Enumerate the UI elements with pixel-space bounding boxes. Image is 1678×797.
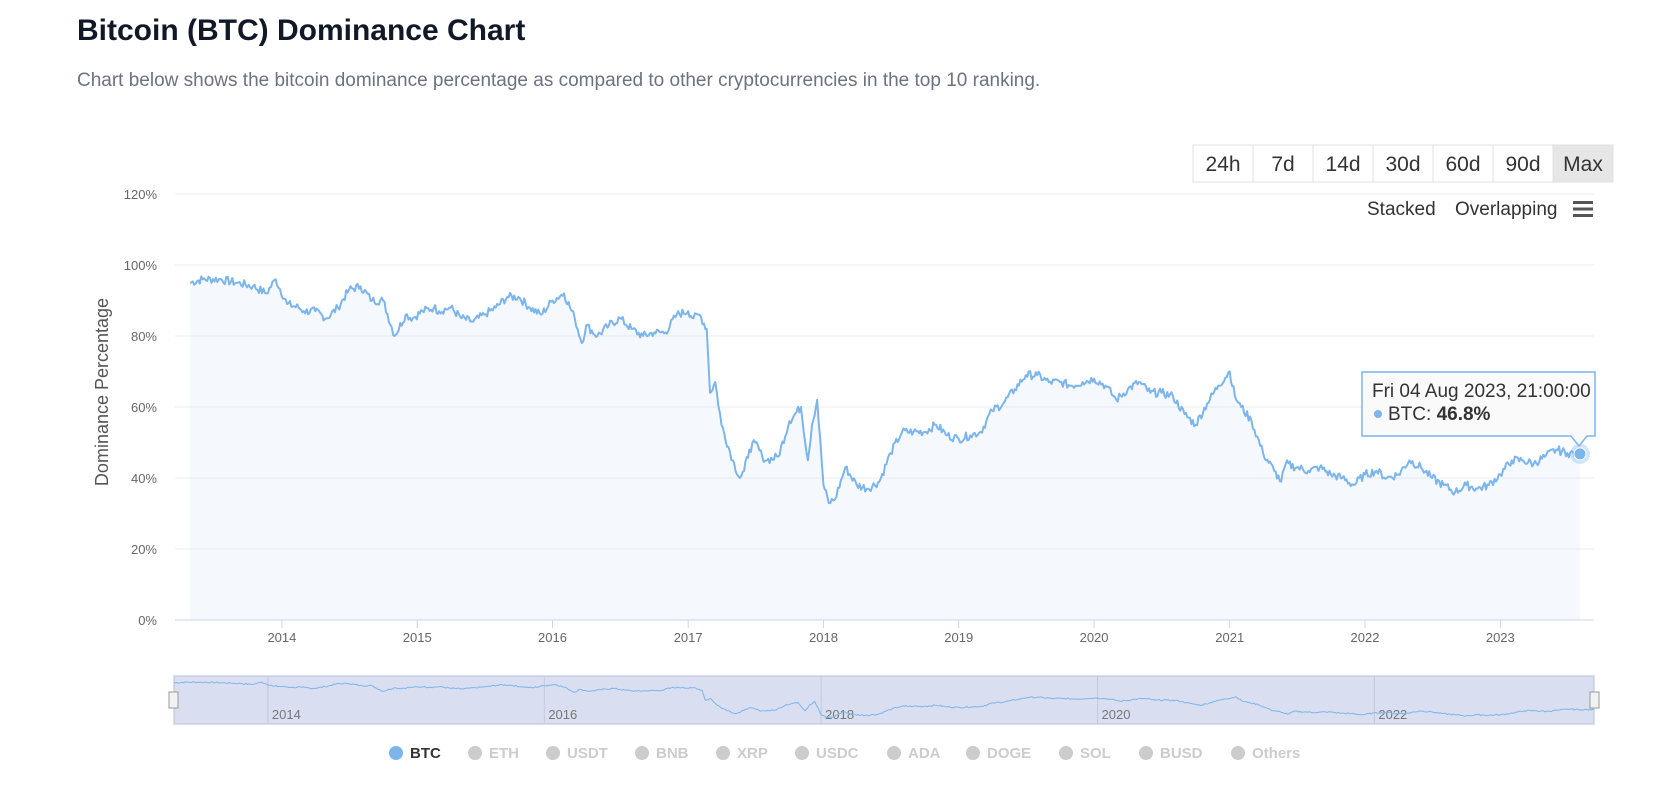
navigator-mask[interactable] — [173, 675, 1595, 725]
legend-marker-icon — [1059, 746, 1073, 760]
tooltip-colon: : — [1426, 404, 1437, 425]
navigator-label: 2014 — [272, 707, 301, 722]
x-axis: 2014 2015 2016 2017 2018 2019 2020 2021 2022 2023 — [267, 620, 1515, 645]
legend-item-others[interactable]: Others — [1231, 745, 1300, 762]
legend-item-xrp[interactable]: XRP — [716, 745, 768, 762]
tooltip-box — [1361, 371, 1596, 448]
x-tick-label: 2017 — [674, 630, 703, 645]
legend-marker-icon — [635, 746, 649, 760]
range-button-14d[interactable]: 14d — [1312, 144, 1374, 183]
legend-marker-icon — [468, 746, 482, 760]
legend-marker-icon — [546, 746, 560, 760]
legend-label: BNB — [656, 745, 689, 762]
x-tick-label: 2018 — [809, 630, 838, 645]
legend-item-sol[interactable]: SOL — [1059, 745, 1111, 762]
legend-label: XRP — [737, 745, 768, 762]
y-tick-label: 60% — [131, 400, 157, 415]
range-button-label: 60d — [1445, 153, 1480, 176]
y-tick-label: 80% — [131, 329, 157, 344]
legend-marker-icon — [966, 746, 980, 760]
legend-label: ADA — [908, 745, 941, 762]
y-tick-label: 0% — [138, 613, 157, 628]
navigator-series-line — [174, 681, 1595, 719]
range-button-30d[interactable]: 30d — [1372, 144, 1434, 183]
stacked-button[interactable]: Stacked — [1367, 199, 1436, 220]
navigator-handle-left[interactable] — [168, 691, 179, 709]
legend-item-usdt[interactable]: USDT — [546, 745, 608, 762]
x-tick-label: 2015 — [403, 630, 432, 645]
legend-marker-icon — [716, 746, 730, 760]
legend: BTC ETH USDT BNB XRP USDC ADA DOGE SOL BUSD Others — [389, 745, 1300, 762]
legend-label: DOGE — [987, 745, 1031, 762]
x-tick-label: 2020 — [1080, 630, 1109, 645]
range-button-max[interactable]: Max — [1552, 144, 1614, 183]
legend-marker-icon — [389, 746, 403, 760]
legend-item-usdc[interactable]: USDC — [795, 745, 859, 762]
legend-label: USDT — [567, 745, 608, 762]
navigator-label: 2018 — [825, 707, 854, 722]
page-subtitle: Chart below shows the bitcoin dominance … — [77, 70, 1041, 91]
legend-item-doge[interactable]: DOGE — [966, 745, 1031, 762]
tooltip-value: 46.8% — [1437, 404, 1491, 425]
range-button-60d[interactable]: 60d — [1432, 144, 1494, 183]
legend-item-bnb[interactable]: BNB — [635, 745, 689, 762]
x-tick-label: 2022 — [1351, 630, 1380, 645]
y-tick-label: 120% — [124, 187, 158, 202]
navigator-label: 2022 — [1378, 707, 1407, 722]
range-button-90d[interactable]: 90d — [1492, 144, 1554, 183]
range-button-24h[interactable]: 24h — [1192, 144, 1254, 183]
legend-label: SOL — [1080, 745, 1111, 762]
range-button-label: 90d — [1505, 153, 1540, 176]
page-title: Bitcoin (BTC) Dominance Chart — [77, 14, 526, 47]
x-tick-label: 2023 — [1486, 630, 1515, 645]
tooltip-date: Fri 04 Aug 2023, 21:00:00 — [1372, 381, 1591, 402]
x-tick-label: 2019 — [944, 630, 973, 645]
legend-item-eth[interactable]: ETH — [468, 745, 519, 762]
hamburger-menu-icon[interactable] — [1573, 201, 1593, 217]
legend-marker-icon — [1231, 746, 1245, 760]
legend-item-btc[interactable]: BTC — [389, 745, 441, 762]
range-button-label: 24h — [1205, 153, 1240, 176]
navigator-handle-right[interactable] — [1589, 691, 1600, 709]
legend-label: BTC — [410, 745, 441, 762]
navigator-label: 2020 — [1102, 707, 1131, 722]
x-tick-label: 2014 — [267, 630, 296, 645]
btc-series-area — [190, 276, 1580, 620]
navigator-grid: 2014 2016 2018 2020 2022 — [267, 676, 1407, 724]
legend-marker-icon — [887, 746, 901, 760]
x-tick-label: 2021 — [1215, 630, 1244, 645]
tooltip-series-dot — [1374, 410, 1382, 418]
navigator[interactable]: 2014 2016 2018 2020 2022 — [168, 675, 1600, 725]
legend-item-ada[interactable]: ADA — [887, 745, 941, 762]
range-button-label: 14d — [1325, 153, 1360, 176]
y-axis-title: Dominance Percentage — [92, 298, 112, 486]
legend-item-busd[interactable]: BUSD — [1139, 745, 1203, 762]
range-button-label: 30d — [1385, 153, 1420, 176]
navigator-label: 2016 — [548, 707, 577, 722]
tooltip: Fri 04 Aug 2023, 21:00:00 BTC: 46.8% — [1361, 371, 1596, 448]
tooltip-series-row: BTC: 46.8% — [1388, 404, 1491, 425]
btc-series-line[interactable] — [189, 275, 1581, 505]
legend-label: Others — [1252, 745, 1300, 762]
range-button-7d[interactable]: 7d — [1252, 144, 1314, 183]
y-tick-label: 100% — [124, 258, 158, 273]
y-axis: 0% 20% 40% 60% 80% 100% 120% — [124, 187, 158, 628]
tooltip-series-name: BTC — [1388, 404, 1426, 425]
hover-marker[interactable] — [1573, 447, 1587, 461]
legend-marker-icon — [795, 746, 809, 760]
legend-marker-icon — [1139, 746, 1153, 760]
range-button-label: Max — [1563, 153, 1603, 176]
overlapping-button[interactable]: Overlapping — [1455, 199, 1557, 220]
legend-label: USDC — [816, 745, 859, 762]
y-tick-label: 40% — [131, 471, 157, 486]
y-tick-label: 20% — [131, 542, 157, 557]
legend-label: ETH — [489, 745, 519, 762]
x-tick-label: 2016 — [538, 630, 567, 645]
range-selector: 24h 7d 14d 30d 60d 90d Max — [1192, 144, 1614, 183]
range-button-label: 7d — [1271, 153, 1294, 176]
legend-label: BUSD — [1160, 745, 1203, 762]
